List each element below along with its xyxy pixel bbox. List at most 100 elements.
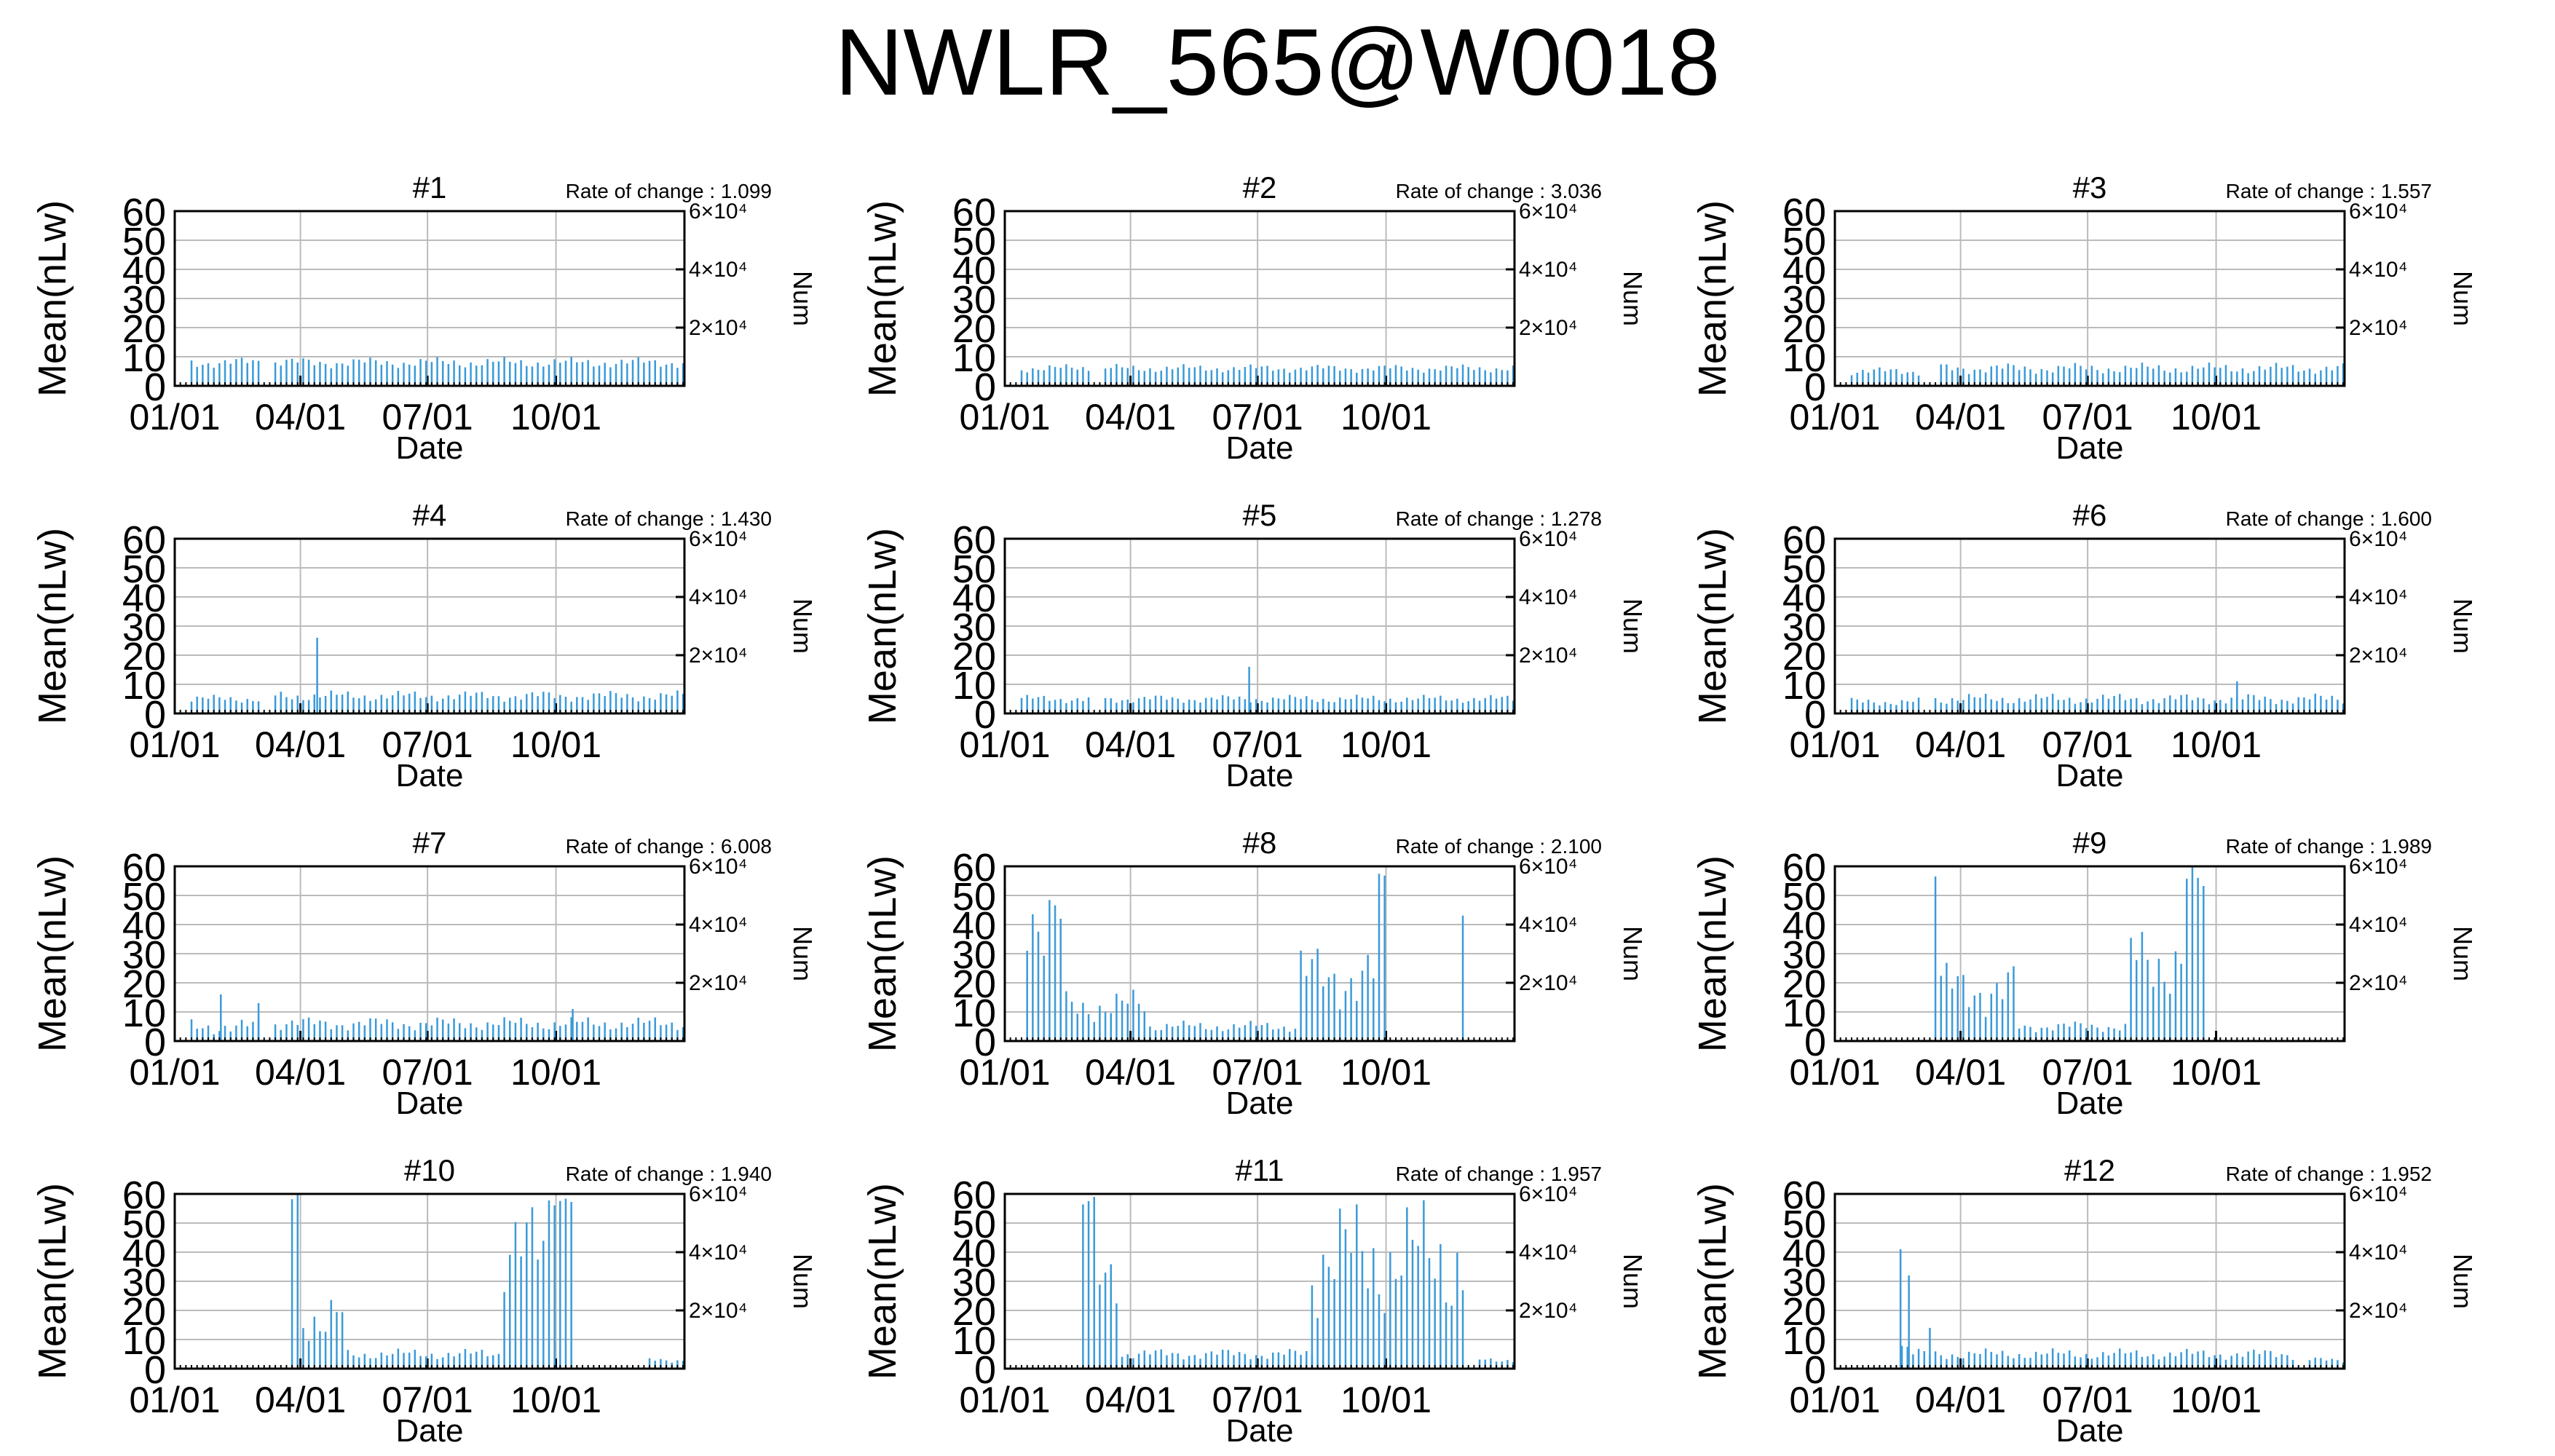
y-tick-label: 50 bbox=[122, 875, 166, 919]
x-tick-label: 07/01 bbox=[2042, 724, 2133, 765]
y-tick-label: 60 bbox=[952, 846, 996, 890]
x-axis-label: Date bbox=[396, 758, 464, 794]
y2-axis-label: Num bbox=[788, 271, 818, 326]
subplot-title: #10 bbox=[404, 1153, 455, 1187]
y-tick-label: 10 bbox=[122, 664, 166, 708]
y-tick-label: 50 bbox=[122, 1203, 166, 1246]
y-tick-label: 0 bbox=[1804, 693, 1826, 737]
x-tick-label: 10/01 bbox=[2171, 1380, 2262, 1420]
x-axis-label: Date bbox=[2056, 758, 2124, 794]
y-tick-label: 50 bbox=[952, 220, 996, 264]
bar-series bbox=[1934, 866, 2205, 1041]
x-tick-label: 04/01 bbox=[255, 724, 346, 765]
x-tick-label: 07/01 bbox=[1212, 1052, 1303, 1093]
plot-frame bbox=[1003, 537, 1516, 715]
plot-frame bbox=[173, 865, 686, 1042]
x-tick-label: 10/01 bbox=[1340, 397, 1431, 438]
y-tick-label: 10 bbox=[952, 1319, 996, 1363]
plot-frame bbox=[1833, 537, 2346, 715]
plot-frame bbox=[1833, 210, 2346, 387]
y-tick-label: 60 bbox=[952, 191, 996, 234]
y-tick-label: 50 bbox=[952, 875, 996, 919]
y-tick-label: 40 bbox=[1782, 904, 1826, 948]
x-tick-label: 01/01 bbox=[129, 724, 220, 765]
y-tick-label: 30 bbox=[952, 933, 996, 977]
x-tick-label: 07/01 bbox=[382, 397, 473, 438]
y-tick-label: 50 bbox=[952, 1203, 996, 1246]
y2-tick-label: 6×10⁴ bbox=[1519, 527, 1577, 551]
y-tick-label: 50 bbox=[1782, 875, 1826, 919]
y2-tick-label: 2×10⁴ bbox=[2349, 644, 2407, 668]
y-tick-label: 60 bbox=[122, 518, 166, 562]
y2-tick-label: 4×10⁴ bbox=[1519, 585, 1577, 609]
x-tick-label: 04/01 bbox=[1085, 397, 1176, 438]
y-tick-label: 0 bbox=[1804, 1348, 1826, 1392]
x-tick-label: 07/01 bbox=[2042, 1380, 2133, 1420]
y-tick-label: 0 bbox=[144, 1021, 166, 1064]
rate-of-change-label: Rate of change : 1.957 bbox=[1396, 1163, 1602, 1185]
x-axis-label: Date bbox=[2056, 1085, 2124, 1121]
y-axis-label: Mean(nLw) bbox=[861, 528, 904, 724]
y2-tick-label: 2×10⁴ bbox=[689, 316, 747, 340]
x-tick-label: 01/01 bbox=[959, 1380, 1050, 1420]
y-tick-label: 60 bbox=[122, 191, 166, 234]
y2-tick-label: 6×10⁴ bbox=[689, 1182, 747, 1206]
y-tick-label: 30 bbox=[952, 278, 996, 322]
rate-of-change-label: Rate of change : 1.557 bbox=[2226, 180, 2432, 202]
y-tick-label: 0 bbox=[974, 693, 996, 737]
plot-frame bbox=[1833, 1192, 2346, 1370]
x-tick-label: 04/01 bbox=[255, 1052, 346, 1093]
x-tick-label: 10/01 bbox=[1340, 724, 1431, 765]
y-tick-label: 60 bbox=[952, 1174, 996, 1217]
y2-tick-label: 2×10⁴ bbox=[689, 1299, 747, 1323]
x-tick-label: 04/01 bbox=[1085, 1052, 1176, 1093]
subplot-title: #6 bbox=[2073, 498, 2107, 532]
x-tick-label: 01/01 bbox=[129, 1380, 220, 1420]
y-tick-label: 0 bbox=[144, 365, 166, 409]
rate-of-change-label: Rate of change : 1.989 bbox=[2226, 835, 2432, 858]
plot-frame bbox=[1003, 1192, 1516, 1370]
y-tick-label: 0 bbox=[974, 365, 996, 409]
y2-axis-label: Num bbox=[1618, 1254, 1648, 1309]
plot-frame bbox=[1833, 865, 2346, 1042]
y2-tick-label: 4×10⁴ bbox=[2349, 585, 2407, 609]
y-tick-label: 60 bbox=[1782, 1174, 1826, 1217]
x-tick-label: 10/01 bbox=[2171, 724, 2262, 765]
y-tick-label: 0 bbox=[974, 1021, 996, 1064]
y-axis-label: Mean(nLw) bbox=[861, 200, 904, 397]
x-tick-label: 01/01 bbox=[129, 397, 220, 438]
y2-tick-label: 2×10⁴ bbox=[1519, 316, 1577, 340]
y2-tick-label: 2×10⁴ bbox=[1519, 644, 1577, 668]
y-tick-label: 60 bbox=[1782, 191, 1826, 234]
x-axis-label: Date bbox=[2056, 430, 2124, 466]
y-tick-label: 40 bbox=[952, 577, 996, 620]
plot-frame bbox=[1003, 210, 1516, 387]
x-tick-label: 01/01 bbox=[1789, 1052, 1880, 1093]
rate-of-change-label: Rate of change : 1.099 bbox=[566, 180, 772, 202]
y-tick-label: 40 bbox=[952, 1232, 996, 1275]
y-tick-label: 30 bbox=[122, 1261, 166, 1305]
y-tick-label: 40 bbox=[952, 904, 996, 948]
y-tick-label: 0 bbox=[144, 1348, 166, 1392]
subplot-title: #12 bbox=[2064, 1153, 2115, 1187]
x-tick-label: 07/01 bbox=[382, 1380, 473, 1420]
y2-tick-label: 4×10⁴ bbox=[2349, 1241, 2407, 1265]
rate-of-change-label: Rate of change : 1.952 bbox=[2226, 1163, 2432, 1185]
x-tick-label: 10/01 bbox=[2171, 1052, 2262, 1093]
y-tick-label: 20 bbox=[1782, 635, 1826, 678]
y-tick-label: 10 bbox=[952, 336, 996, 380]
y-tick-label: 20 bbox=[1782, 307, 1826, 351]
x-axis-label: Date bbox=[1226, 430, 1294, 466]
y2-tick-label: 4×10⁴ bbox=[2349, 258, 2407, 282]
y2-axis-label: Num bbox=[788, 598, 818, 654]
x-tick-label: 04/01 bbox=[1915, 724, 2006, 765]
y2-tick-label: 6×10⁴ bbox=[689, 199, 747, 223]
y-tick-label: 0 bbox=[1804, 365, 1826, 409]
subplot-title: #3 bbox=[2073, 170, 2107, 205]
y2-tick-label: 2×10⁴ bbox=[689, 644, 747, 668]
